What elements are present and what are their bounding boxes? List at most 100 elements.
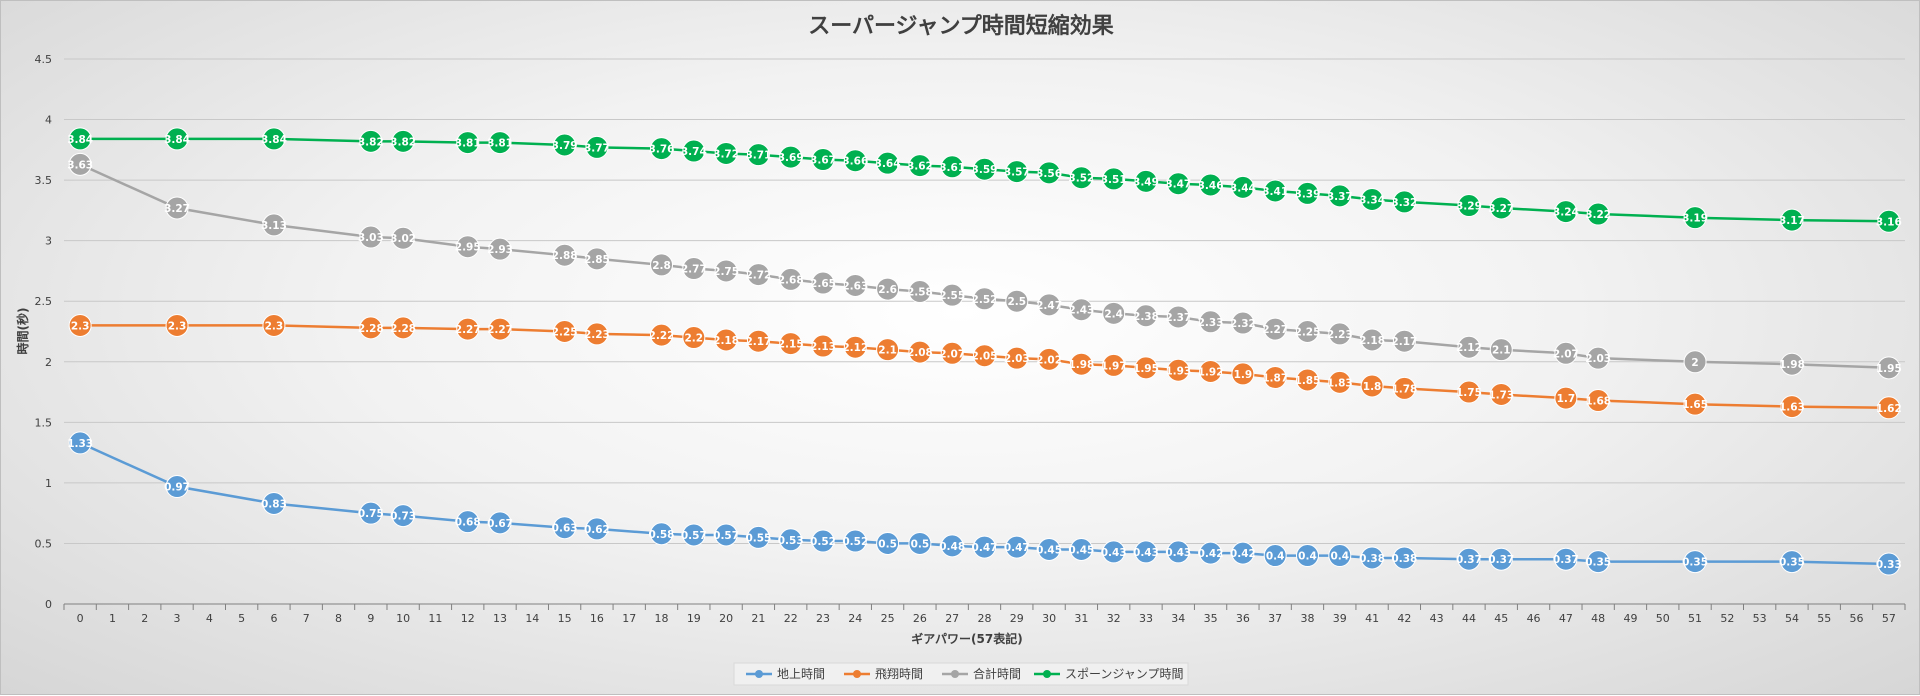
data-label: 2.03 [1004,353,1030,365]
x-tick-label: 10 [396,612,410,625]
x-tick-label: 46 [1527,612,1541,625]
data-point [876,338,900,362]
x-tick-label: 9 [367,612,374,625]
data-point [359,129,383,153]
x-tick-label: 45 [1494,612,1508,625]
data-label: 3.03 [358,232,384,244]
y-tick-label: 3 [45,235,52,248]
x-tick-label: 32 [1107,612,1121,625]
data-point [714,259,738,283]
data-point [1586,346,1610,370]
data-point [1457,380,1481,404]
data-label: 3.47 [1165,179,1191,191]
data-point [1295,368,1319,392]
data-point [746,525,770,549]
data-point [1037,347,1061,371]
data-label: 2.23 [584,329,610,341]
legend-label: スポーンジャンプ時間 [1065,667,1183,681]
x-tick-label: 17 [622,612,636,625]
x-tick-label: 26 [913,612,927,625]
data-point [876,151,900,175]
series: 2.3 2.3 2.3 2.28 2.28 2.27 2.27 2.25 2.23 2.22 2.2… [68,313,1902,420]
data-label: 2.23 [1327,329,1353,341]
data-label: 2.27 [455,324,481,336]
x-axis-title: ギアパワー(57表記) [911,631,1022,646]
data-label: 0.57 [681,530,707,542]
data-point [456,317,480,341]
data-label: 3.74 [681,146,707,158]
data-label: 3.57 [1004,167,1030,179]
data-label: 3.81 [455,138,481,150]
data-point [908,340,932,364]
data-label: 2.6 [878,284,897,296]
data-point [1780,550,1804,574]
data-point [650,253,674,277]
y-tick-label: 3.5 [35,174,53,187]
data-label: 0.37 [1553,554,1579,566]
data-label: 2.85 [584,254,610,266]
data-label: 2.43 [1068,305,1094,317]
x-tick-label: 56 [1850,612,1864,625]
data-label: 0.53 [778,535,804,547]
x-tick-label: 5 [238,612,245,625]
data-point [1263,544,1287,568]
data-label: 2 [1691,357,1698,369]
data-point [1586,202,1610,226]
data-label: 2.68 [778,274,804,286]
data-point [746,143,770,167]
x-tick-label: 27 [945,612,959,625]
x-tick-label: 41 [1365,612,1379,625]
x-tick-label: 3 [174,612,181,625]
x-tick-label: 53 [1753,612,1767,625]
data-point [1586,550,1610,574]
x-tick-label: 20 [719,612,733,625]
data-label: 3.72 [713,148,739,160]
data-label: 3.69 [778,152,804,164]
data-point [1877,396,1901,420]
data-label: 0.43 [1133,547,1159,559]
data-point [811,271,835,295]
data-label: 1.62 [1876,403,1902,415]
data-point [585,135,609,159]
data-label: 2.28 [390,323,416,335]
data-point [843,149,867,173]
data-point [1489,338,1513,362]
series-line [79,441,1889,566]
x-tick-label: 31 [1074,612,1088,625]
data-label: 2.2 [685,333,704,345]
data-point [585,247,609,271]
data-point [1102,167,1126,191]
x-tick-label: 15 [558,612,572,625]
data-point [908,154,932,178]
x-tick-label: 30 [1042,612,1056,625]
data-label: 2.13 [810,341,836,353]
data-label: 3.29 [1456,201,1482,213]
data-point [488,131,512,155]
data-label: 2.07 [939,348,965,360]
data-label: 3.82 [390,136,416,148]
data-label: 2.28 [358,323,384,335]
data-point [843,273,867,297]
data-label: 1.33 [67,438,93,450]
x-tick-label: 25 [881,612,895,625]
data-label: 0.35 [1682,557,1708,569]
data-point [940,155,964,179]
data-point [391,316,415,340]
x-tick-label: 50 [1656,612,1670,625]
data-label: 2.07 [1553,348,1579,360]
x-tick-label: 0 [77,612,84,625]
data-label: 2.55 [939,290,965,302]
x-tick-label: 43 [1430,612,1444,625]
data-point [391,129,415,153]
data-point [1295,181,1319,205]
series-line [80,137,1889,223]
data-label: 1.97 [1101,360,1127,372]
data-label: 0.5 [911,538,930,550]
data-label: 0.37 [1456,554,1482,566]
series-line [79,163,1889,370]
x-tick-label: 48 [1591,612,1605,625]
data-point [68,313,92,337]
data-label: 1.95 [1876,363,1902,375]
data-label: 2.95 [455,242,481,254]
